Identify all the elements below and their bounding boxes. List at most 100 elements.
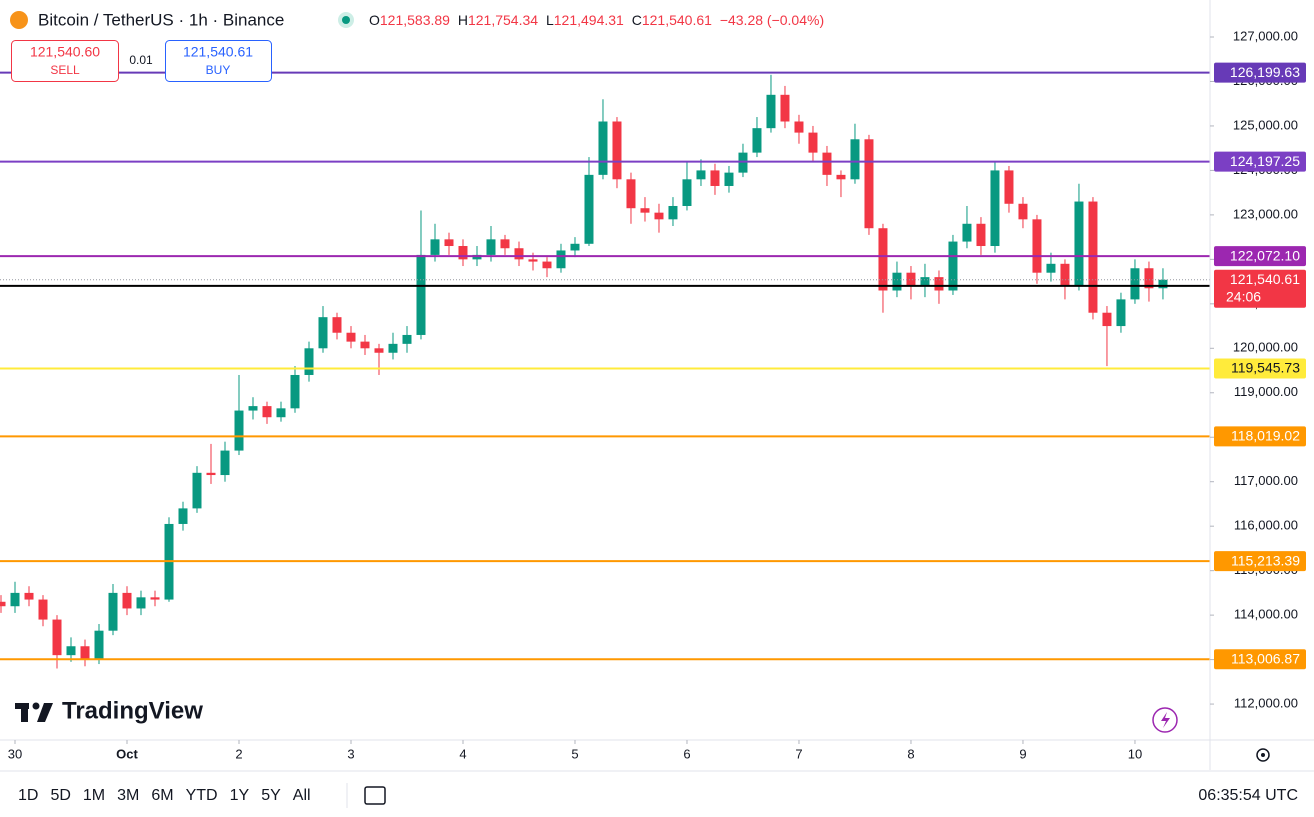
- x-tick-label: 6: [683, 746, 690, 761]
- candle-body: [1158, 279, 1168, 289]
- sell-label: SELL: [50, 63, 80, 77]
- candle-body: [654, 212, 664, 220]
- candle-body: [318, 317, 328, 349]
- candle-body: [122, 592, 132, 609]
- level-tag: [1214, 358, 1306, 379]
- range-button[interactable]: YTD: [186, 787, 218, 804]
- candle-body: [766, 94, 776, 129]
- x-tick-label: 8: [907, 746, 914, 761]
- candle-body: [10, 592, 20, 607]
- y-tick-label: 127,000.00: [1233, 28, 1298, 43]
- candle-body: [724, 172, 734, 186]
- logo: TradingView: [15, 697, 203, 724]
- candle-body: [1074, 201, 1084, 287]
- candle-body: [94, 630, 104, 660]
- candle-body: [1032, 219, 1042, 273]
- candle-body: [416, 254, 426, 335]
- candle-body: [640, 208, 650, 213]
- candle-body: [402, 334, 412, 344]
- candle-body: [696, 170, 706, 180]
- level-tag: [1214, 246, 1306, 267]
- candle-body: [500, 239, 510, 249]
- candle-body: [1144, 268, 1154, 289]
- candle-body: [1046, 263, 1056, 273]
- x-tick-label: 30: [8, 746, 22, 761]
- x-tick-label: 2: [235, 746, 242, 761]
- candle-body: [374, 348, 384, 353]
- candle-body: [262, 406, 272, 418]
- level-tag: [1214, 426, 1306, 447]
- x-tick-label: 4: [459, 746, 466, 761]
- logo-mark: [32, 702, 40, 710]
- candle-body: [486, 239, 496, 255]
- level-label: 118,019.02: [1231, 428, 1300, 444]
- candle-body: [1116, 299, 1126, 327]
- ohlc-key: L: [546, 12, 554, 28]
- candle-body: [836, 174, 846, 180]
- y-tick-label: 114,000.00: [1234, 607, 1298, 622]
- range-button[interactable]: 5D: [50, 787, 70, 804]
- candle-body: [584, 174, 594, 244]
- ohlc-key: C: [632, 12, 642, 28]
- candle-body: [346, 332, 356, 342]
- coin-icon: [10, 11, 28, 29]
- candle-body: [38, 599, 48, 620]
- ohlc-value: 121,754.34: [468, 12, 538, 28]
- candle-body: [192, 472, 202, 509]
- ohlc-key: H: [458, 12, 468, 28]
- candle-body: [430, 239, 440, 255]
- candle-body: [52, 619, 62, 656]
- candle-body: [0, 601, 6, 607]
- x-tick-label: 3: [347, 746, 354, 761]
- level-tag: [1214, 551, 1306, 572]
- candle-body: [528, 259, 538, 262]
- candle-body: [66, 646, 76, 656]
- range-button[interactable]: 1M: [83, 787, 105, 804]
- candle-body: [514, 248, 524, 260]
- candle-body: [962, 223, 972, 242]
- candle-body: [388, 343, 398, 353]
- x-tick-label: 5: [571, 746, 578, 761]
- range-button[interactable]: 3M: [117, 787, 139, 804]
- range-button[interactable]: 1Y: [230, 787, 250, 804]
- candle-body: [220, 450, 230, 476]
- range-button[interactable]: All: [293, 787, 311, 804]
- ohlc-value: 121,494.31: [554, 12, 624, 28]
- ohlc-change: −43.28 (−0.04%): [720, 12, 824, 28]
- range-button[interactable]: 1D: [18, 787, 38, 804]
- candle-body: [1060, 263, 1070, 287]
- sell-price: 121,540.60: [30, 44, 100, 60]
- level-tag: [1214, 151, 1306, 172]
- symbol-title[interactable]: Bitcoin / TetherUS · 1h · Binance: [38, 10, 284, 29]
- candle-body: [822, 152, 832, 175]
- alert-bolt: [1161, 712, 1170, 728]
- ohlc-legend: O121,583.89 H121,754.34 L121,494.31 C121…: [369, 12, 824, 28]
- market-status-dot: [342, 16, 350, 24]
- level-label: 119,545.73: [1231, 360, 1300, 376]
- x-tick-label: 9: [1019, 746, 1026, 761]
- settings-icon-center: [1261, 753, 1265, 757]
- candle-body: [990, 170, 1000, 247]
- buy-price: 121,540.61: [183, 44, 253, 60]
- logo-mark: [21, 703, 28, 722]
- candle-body: [556, 250, 566, 269]
- date-range-icon[interactable]: [364, 786, 386, 805]
- sell-button[interactable]: [11, 40, 119, 82]
- range-button[interactable]: 5Y: [261, 787, 281, 804]
- candle-body: [780, 94, 790, 122]
- logo-text: TradingView: [62, 697, 203, 724]
- candle-body: [276, 408, 286, 418]
- candle-body: [710, 170, 720, 186]
- clock[interactable]: 06:35:54 UTC: [1198, 787, 1298, 804]
- level-label: 113,006.87: [1231, 650, 1300, 666]
- candle-body: [1102, 312, 1112, 327]
- last-price-label: 121,540.61: [1230, 271, 1300, 287]
- candle-body: [542, 261, 552, 269]
- candle-body: [1004, 170, 1014, 204]
- range-button[interactable]: 6M: [151, 787, 173, 804]
- candle-body: [150, 597, 160, 600]
- settings-icon[interactable]: [1256, 748, 1270, 762]
- candle-body: [1130, 268, 1140, 300]
- level-label: 124,197.25: [1230, 153, 1300, 169]
- buy-button[interactable]: [165, 40, 272, 82]
